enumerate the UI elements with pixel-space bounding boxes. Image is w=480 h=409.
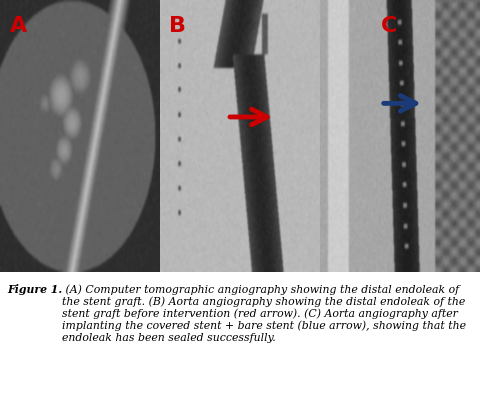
Text: (A) Computer tomographic angiography showing the distal endoleak of the stent gr: (A) Computer tomographic angiography sho…	[62, 284, 467, 343]
Text: Figure 1.: Figure 1.	[7, 284, 62, 295]
Text: B: B	[169, 16, 186, 36]
Text: C: C	[381, 16, 397, 36]
Text: A: A	[10, 16, 27, 36]
